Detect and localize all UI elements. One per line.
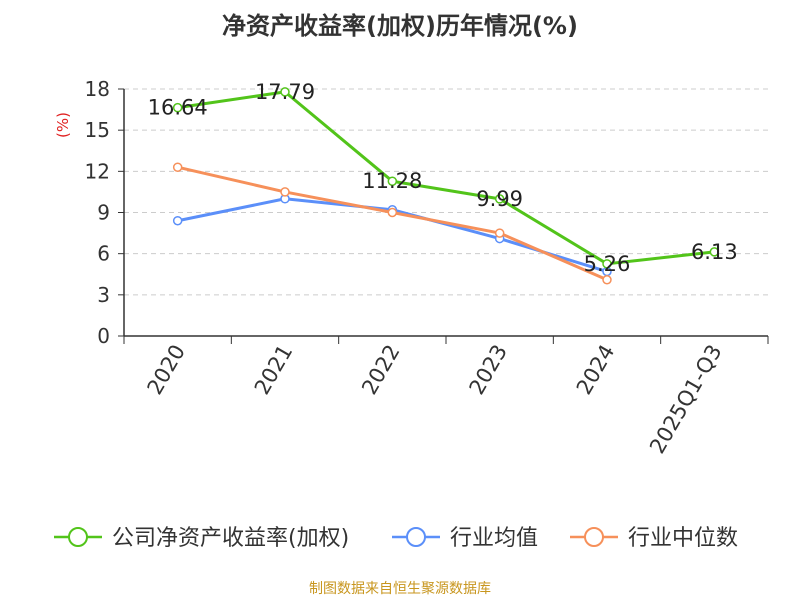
grid-lines bbox=[124, 88, 768, 296]
series-line bbox=[177, 90, 715, 266]
data-point bbox=[280, 187, 290, 197]
y-tick-label: 12 bbox=[85, 159, 110, 183]
chart-title: 净资产收益率(加权)历年情况(%) bbox=[222, 12, 578, 40]
data-point bbox=[280, 87, 290, 97]
data-point bbox=[172, 102, 183, 113]
legend-marker-icon bbox=[406, 527, 426, 547]
y-tick-label: 6 bbox=[97, 242, 110, 266]
x-tick-label: 2021 bbox=[250, 341, 298, 399]
legend-marker-icon bbox=[584, 527, 604, 547]
data-point bbox=[387, 176, 398, 186]
x-tick-label: 2022 bbox=[357, 341, 405, 399]
y-axis-label: (%) bbox=[54, 112, 72, 138]
data-point bbox=[602, 259, 612, 269]
data-point bbox=[172, 162, 183, 172]
data-labels: 16.64 17.79 11.28 9.99 5.26 6.13 bbox=[148, 80, 738, 276]
axes: 0 3 6 9 12 15 18 (%) 2020 2021 2022 2023 2024 2025Q1-… bbox=[54, 77, 769, 458]
legend-item[interactable]: 公司净资产收益率(加权) bbox=[54, 526, 349, 551]
x-tick-label: 2023 bbox=[464, 341, 512, 399]
y-tick-label: 9 bbox=[97, 201, 110, 225]
y-tick-label: 15 bbox=[85, 118, 110, 142]
series-lines bbox=[172, 87, 720, 285]
data-point bbox=[602, 274, 612, 285]
legend-label: 行业中位数 bbox=[628, 526, 738, 551]
legend-label: 行业均值 bbox=[450, 526, 538, 551]
data-point bbox=[494, 194, 505, 204]
legend-label: 公司净资产收益率(加权) bbox=[112, 526, 349, 551]
y-tick-label: 0 bbox=[97, 324, 110, 348]
data-source-footer: 制图数据来自恒生聚源数据库 bbox=[309, 581, 491, 597]
legend-item[interactable]: 行业均值 bbox=[392, 526, 538, 551]
data-label: 5.26 bbox=[584, 252, 631, 276]
data-point bbox=[387, 207, 398, 218]
data-point bbox=[494, 228, 505, 238]
data-label: 17.79 bbox=[255, 80, 315, 104]
x-tick-label: 2025Q1-Q3 bbox=[645, 341, 727, 458]
legend-item[interactable]: 行业中位数 bbox=[570, 526, 738, 551]
x-tick-label: 2024 bbox=[572, 341, 620, 399]
legend-marker-icon bbox=[68, 527, 88, 547]
data-point bbox=[172, 215, 183, 226]
data-point bbox=[709, 247, 720, 257]
data-label: 11.28 bbox=[362, 169, 422, 193]
data-label: 9.99 bbox=[476, 187, 523, 211]
data-label: 6.13 bbox=[691, 240, 738, 264]
y-tick-label: 18 bbox=[85, 77, 110, 101]
data-label: 16.64 bbox=[148, 96, 208, 120]
legend: 公司净资产收益率(加权) 行业均值 行业中位数 bbox=[54, 526, 738, 551]
x-tick-label: 2020 bbox=[142, 341, 190, 399]
y-tick-label: 3 bbox=[97, 283, 110, 307]
